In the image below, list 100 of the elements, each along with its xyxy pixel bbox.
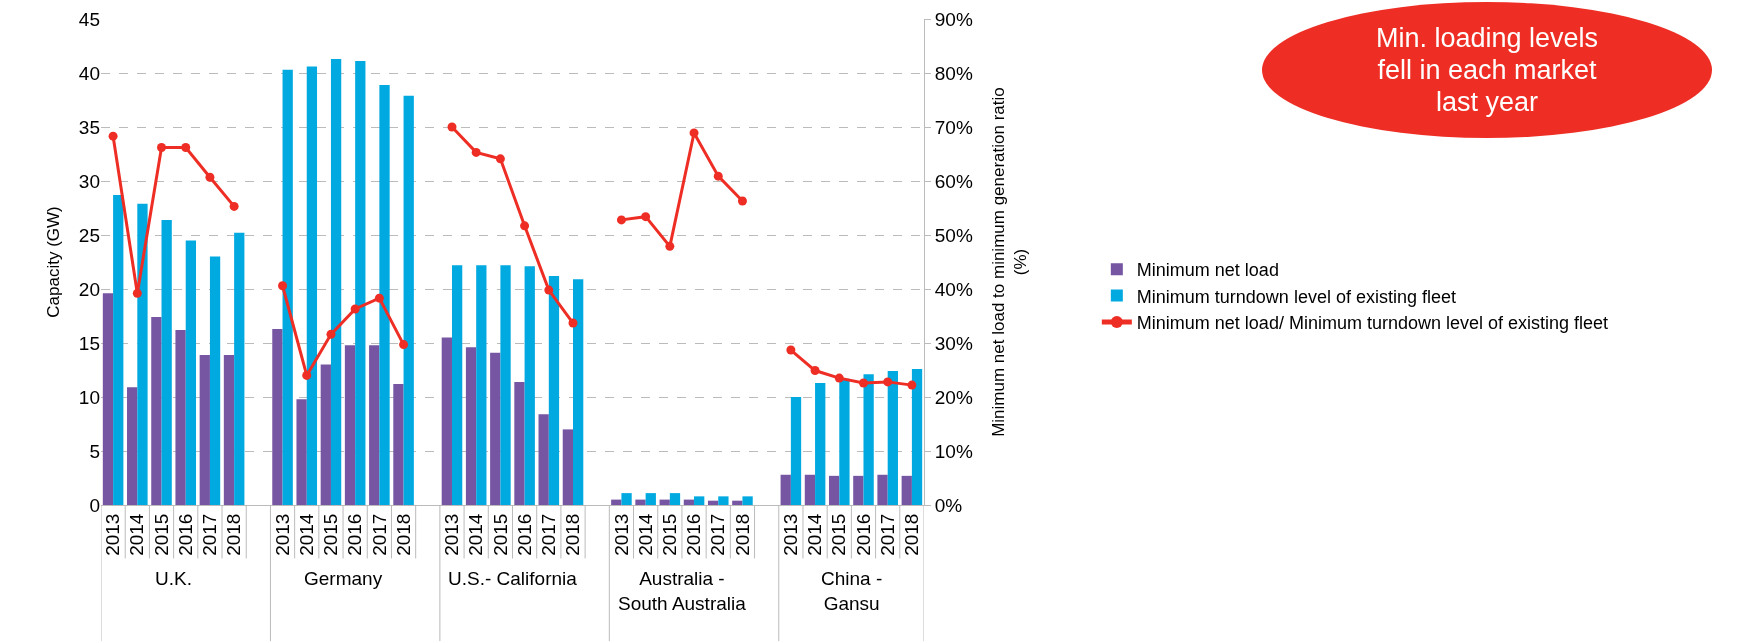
bar [887, 371, 898, 505]
bar [780, 474, 791, 505]
y2-tick-label: 90% [934, 8, 973, 30]
y-axis-title: Capacity (GW) [44, 206, 64, 318]
y2-tick-label: 70% [934, 116, 973, 138]
y2-tick-label: 20% [934, 386, 973, 408]
bar [161, 219, 172, 505]
bar [911, 368, 923, 505]
point [616, 215, 626, 225]
x-tick-label: 2015 [828, 513, 850, 556]
bar [669, 493, 681, 505]
x-tick-label: 2013 [610, 513, 632, 556]
x-tick-label: 2014 [634, 513, 656, 556]
legend-label: Minimum net load [1136, 260, 1279, 281]
bar [790, 397, 802, 505]
bar [199, 354, 210, 505]
y-tick-label: 40 [78, 62, 100, 84]
point [350, 304, 360, 314]
x-tick-label: 2015 [489, 513, 511, 556]
text: U.K. [155, 568, 192, 589]
legend-label: Minimum net load/ Minimum turndown level of existing fleet [1136, 313, 1609, 334]
bar [548, 276, 560, 505]
bar [514, 381, 525, 505]
bar [742, 496, 753, 505]
bar [379, 84, 390, 505]
x-tick-label: 2015 [320, 513, 342, 556]
point [181, 143, 191, 153]
bar [113, 195, 124, 505]
x-tick-label: 2013 [780, 513, 802, 556]
point [665, 241, 675, 251]
x-tick-label: 2016 [513, 513, 535, 556]
point [858, 378, 868, 388]
y2-tick-label: 10% [934, 440, 973, 462]
bar [441, 337, 452, 505]
bar [732, 500, 743, 505]
x-tick-label: 2016 [852, 513, 874, 556]
x-tick-label: 2014 [804, 513, 826, 556]
bar [355, 61, 366, 505]
point [737, 196, 747, 206]
point [447, 122, 457, 132]
point [108, 131, 118, 141]
bar [175, 330, 186, 505]
x-tick-label: 2017 [876, 513, 898, 556]
x-tick-label: 2018 [223, 513, 245, 556]
point [544, 285, 554, 295]
point [278, 281, 288, 291]
y2-tick-label: 50% [934, 224, 973, 246]
bar [465, 347, 477, 505]
bar [707, 500, 719, 505]
point [157, 143, 167, 153]
bar [635, 499, 646, 505]
bar [645, 493, 656, 505]
y2-axis-title: Minimum net load to minimum generation ratio (%) [989, 87, 1031, 437]
point [132, 288, 142, 298]
point [568, 318, 578, 328]
bar [538, 414, 549, 505]
x-tick-label: 2013 [271, 513, 293, 556]
bar [451, 265, 463, 505]
x-tick-label: 2018 [731, 513, 753, 556]
point [374, 293, 384, 303]
bar [828, 475, 840, 505]
bar [863, 374, 874, 505]
bar [369, 345, 380, 505]
point [713, 171, 723, 181]
point [471, 147, 481, 157]
x-tick-label: 2014 [465, 513, 487, 556]
point [834, 373, 844, 383]
bar [282, 69, 293, 505]
point [883, 377, 893, 387]
point [302, 370, 312, 380]
y2-tick-label: 60% [934, 170, 973, 192]
bar [223, 354, 235, 505]
point [399, 340, 409, 350]
bar [137, 203, 148, 505]
y-tick-label: 5 [89, 440, 100, 462]
x-tick-label: 2018 [562, 513, 584, 556]
bar [296, 399, 307, 505]
point [205, 172, 215, 182]
point [786, 345, 796, 355]
x-tick-label: 2016 [174, 513, 196, 556]
x-tick-label: 2018 [392, 513, 414, 556]
y2-tick-label: 80% [934, 62, 973, 84]
y2-tick-label: 30% [934, 332, 973, 354]
bar [272, 328, 283, 505]
bar [524, 266, 535, 505]
y-tick-label: 35 [78, 116, 100, 138]
point [907, 380, 917, 390]
x-tick-label: 2017 [368, 513, 390, 556]
bar [901, 475, 912, 505]
text: Germany [304, 568, 383, 589]
bar [403, 95, 414, 505]
point [641, 212, 651, 222]
point [689, 128, 699, 138]
y-tick-label: 0 [89, 494, 100, 516]
bar [209, 256, 221, 505]
x-tick-label: 2015 [150, 513, 172, 556]
x-tick-label: 2016 [683, 513, 705, 556]
bar [853, 475, 864, 505]
bar [490, 352, 501, 505]
bar [127, 387, 138, 505]
